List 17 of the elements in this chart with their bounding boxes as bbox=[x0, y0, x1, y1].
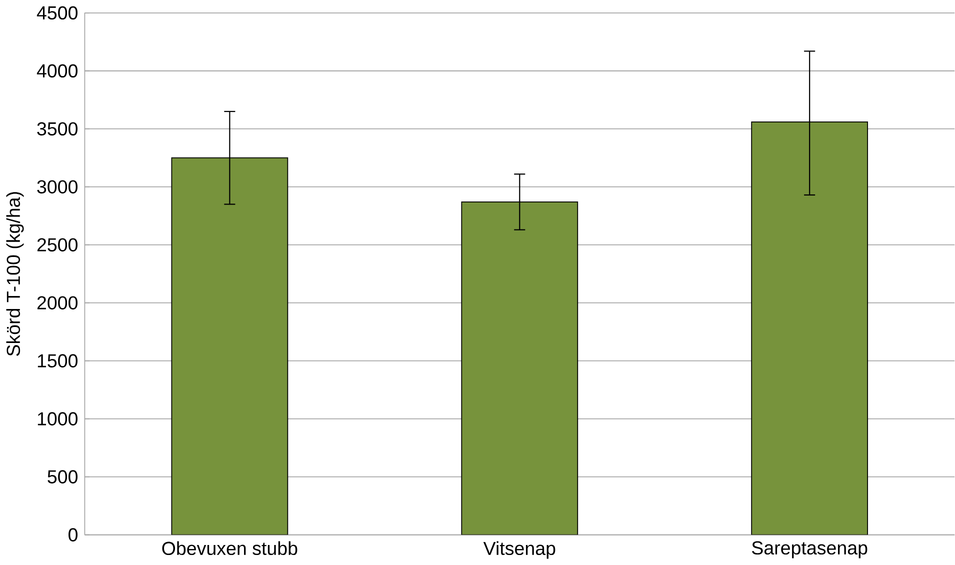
y-tick-label: 4000 bbox=[36, 64, 78, 78]
y-tick-label: 3500 bbox=[37, 122, 78, 136]
y-tick-label: 1000 bbox=[38, 412, 78, 426]
y-tick-label: 1500 bbox=[38, 354, 78, 368]
y-tick-label: 0 bbox=[68, 528, 78, 542]
y-tick-label: 3000 bbox=[37, 180, 78, 194]
y-tick-label: 4500 bbox=[36, 6, 78, 20]
bar bbox=[171, 157, 288, 535]
y-axis-title: Skörd T-100 (kg/ha) bbox=[6, 192, 24, 356]
y-tick-label: 2500 bbox=[37, 238, 78, 252]
y-tick-label: 2000 bbox=[37, 296, 78, 310]
y-tick-label: 500 bbox=[48, 470, 78, 484]
x-tick-label: Obevuxen stubb bbox=[162, 541, 298, 556]
bar bbox=[461, 201, 578, 535]
bar bbox=[751, 121, 868, 535]
x-tick-label: Sareptasenap bbox=[752, 541, 868, 558]
x-tick-label: Vitsenap bbox=[483, 541, 556, 559]
